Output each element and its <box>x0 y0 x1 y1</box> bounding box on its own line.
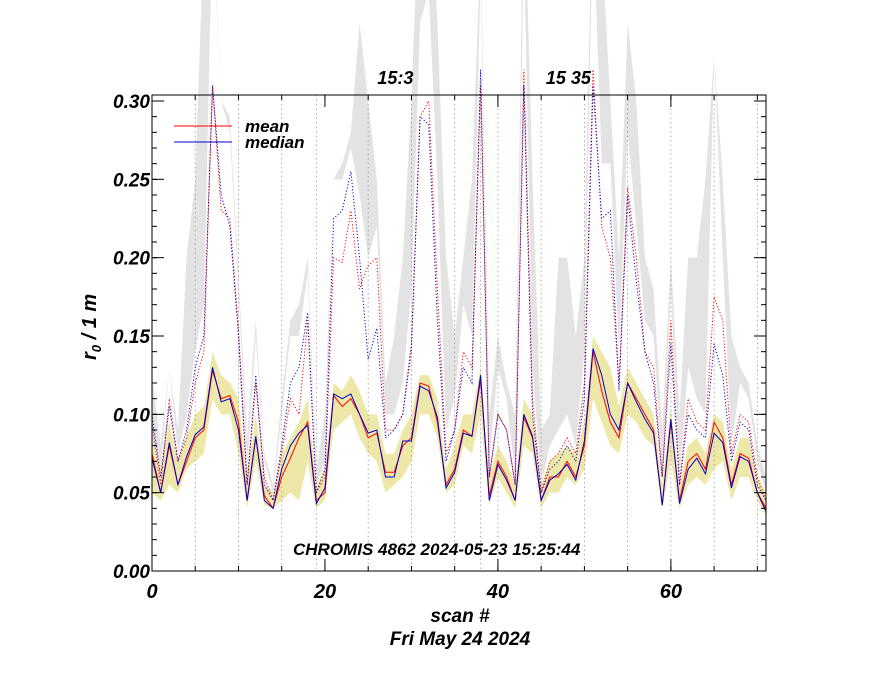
band-lower <box>152 336 766 517</box>
time-label: 15:3 <box>377 68 413 88</box>
y-tick-label: 0.10 <box>113 405 150 426</box>
series-layer <box>152 69 766 512</box>
x-tick-label: 40 <box>486 581 509 603</box>
y-axis-label: r0 / 1 m <box>79 294 104 360</box>
x-tick-label: 20 <box>313 581 336 603</box>
legend: mean median <box>174 117 305 152</box>
y-tick-label: 0.00 <box>113 562 150 583</box>
chart-annotation: CHROMIS 4862 2024-05-23 15:25:44 <box>293 540 581 559</box>
series-mean-dotted <box>152 69 766 503</box>
date-label: Fri May 24 2024 <box>390 629 531 650</box>
legend-median-label: median <box>245 133 305 152</box>
y-tick-label: 0.20 <box>113 249 150 270</box>
y-tick-label: 0.05 <box>113 484 150 505</box>
band-upper <box>152 0 766 493</box>
x-axis-label: scan # <box>430 606 490 627</box>
x-tick-label: 0 <box>146 581 157 603</box>
y-tick-label: 0.15 <box>113 327 150 348</box>
y-tick-label: 0.30 <box>113 92 150 113</box>
time-label: 15 35 <box>546 68 592 88</box>
time-labels: 15:3 15 35 <box>377 68 591 88</box>
legend-mean-label: mean <box>245 117 289 136</box>
bands-layer <box>152 0 766 517</box>
series-median <box>152 348 766 512</box>
plot-frame <box>151 94 767 572</box>
y-tick-label: 0.25 <box>113 170 150 191</box>
ticks-layer: 0.00 0.05 0.10 0.15 0.20 0.25 0.30 0 20 40 60 <box>113 92 766 603</box>
x-tick-label: 60 <box>660 581 682 603</box>
